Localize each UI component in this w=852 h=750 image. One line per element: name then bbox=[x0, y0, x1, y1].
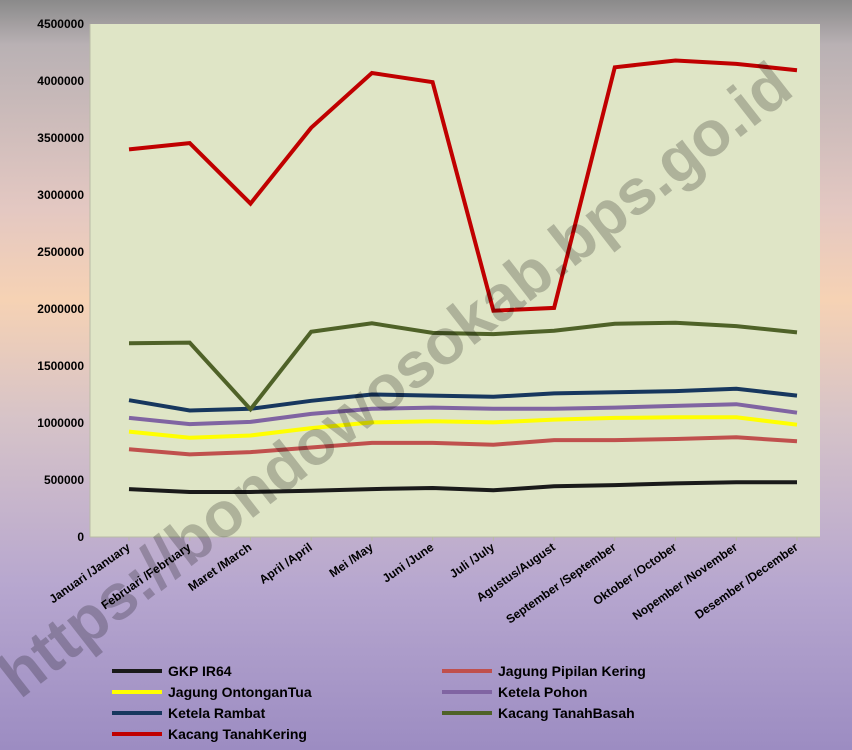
legend: GKP IR64 Jagung Pipilan Kering Jagung Onto… bbox=[112, 663, 646, 742]
series-lines bbox=[128, 58, 798, 494]
legend-label-kacang-tanahbasah: Kacang TanahBasah bbox=[498, 705, 635, 721]
y-tick-label: 3500000 bbox=[37, 131, 84, 145]
y-tick-label: 1500000 bbox=[37, 359, 84, 373]
y-tick-label: 4000000 bbox=[37, 74, 84, 88]
legend-label-jagung-pipilan-kering: Jagung Pipilan Kering bbox=[498, 663, 646, 679]
series-line-kacang-tanahkering bbox=[128, 58, 798, 313]
series-line-jagung-ontongantua bbox=[128, 415, 798, 440]
legend-label-gkp-ir64: GKP IR64 bbox=[168, 663, 232, 679]
series-line-jagung-pipilan-kering bbox=[128, 435, 798, 457]
plot-area bbox=[89, 24, 820, 538]
y-tick-label: 3000000 bbox=[37, 188, 84, 202]
legend-label-jagung-ontongantua: Jagung OntonganTua bbox=[168, 684, 312, 700]
y-tick-label: 4500000 bbox=[37, 17, 84, 31]
series-line-kacang-tanahbasah bbox=[128, 320, 798, 413]
series-line-ketela-pohon bbox=[128, 402, 798, 427]
y-tick-label: 500000 bbox=[44, 473, 84, 487]
legend-label-ketela-pohon: Ketela Pohon bbox=[498, 684, 587, 700]
plot-background bbox=[90, 24, 820, 537]
legend-label-ketela-rambat: Ketela Rambat bbox=[168, 705, 266, 721]
y-tick-label: 2500000 bbox=[37, 245, 84, 259]
series-line-ketela-rambat bbox=[128, 386, 798, 413]
y-tick-label: 0 bbox=[77, 530, 84, 544]
y-tick-label: 1000000 bbox=[37, 416, 84, 430]
legend-label-kacang-tanahkering: Kacang TanahKering bbox=[168, 726, 307, 742]
y-tick-label: 2000000 bbox=[37, 302, 84, 316]
series-line-gkp-ir64 bbox=[128, 480, 797, 494]
y-axis: 0 500000 1000000 1500000 2000000 2500000 30000… bbox=[37, 17, 84, 544]
